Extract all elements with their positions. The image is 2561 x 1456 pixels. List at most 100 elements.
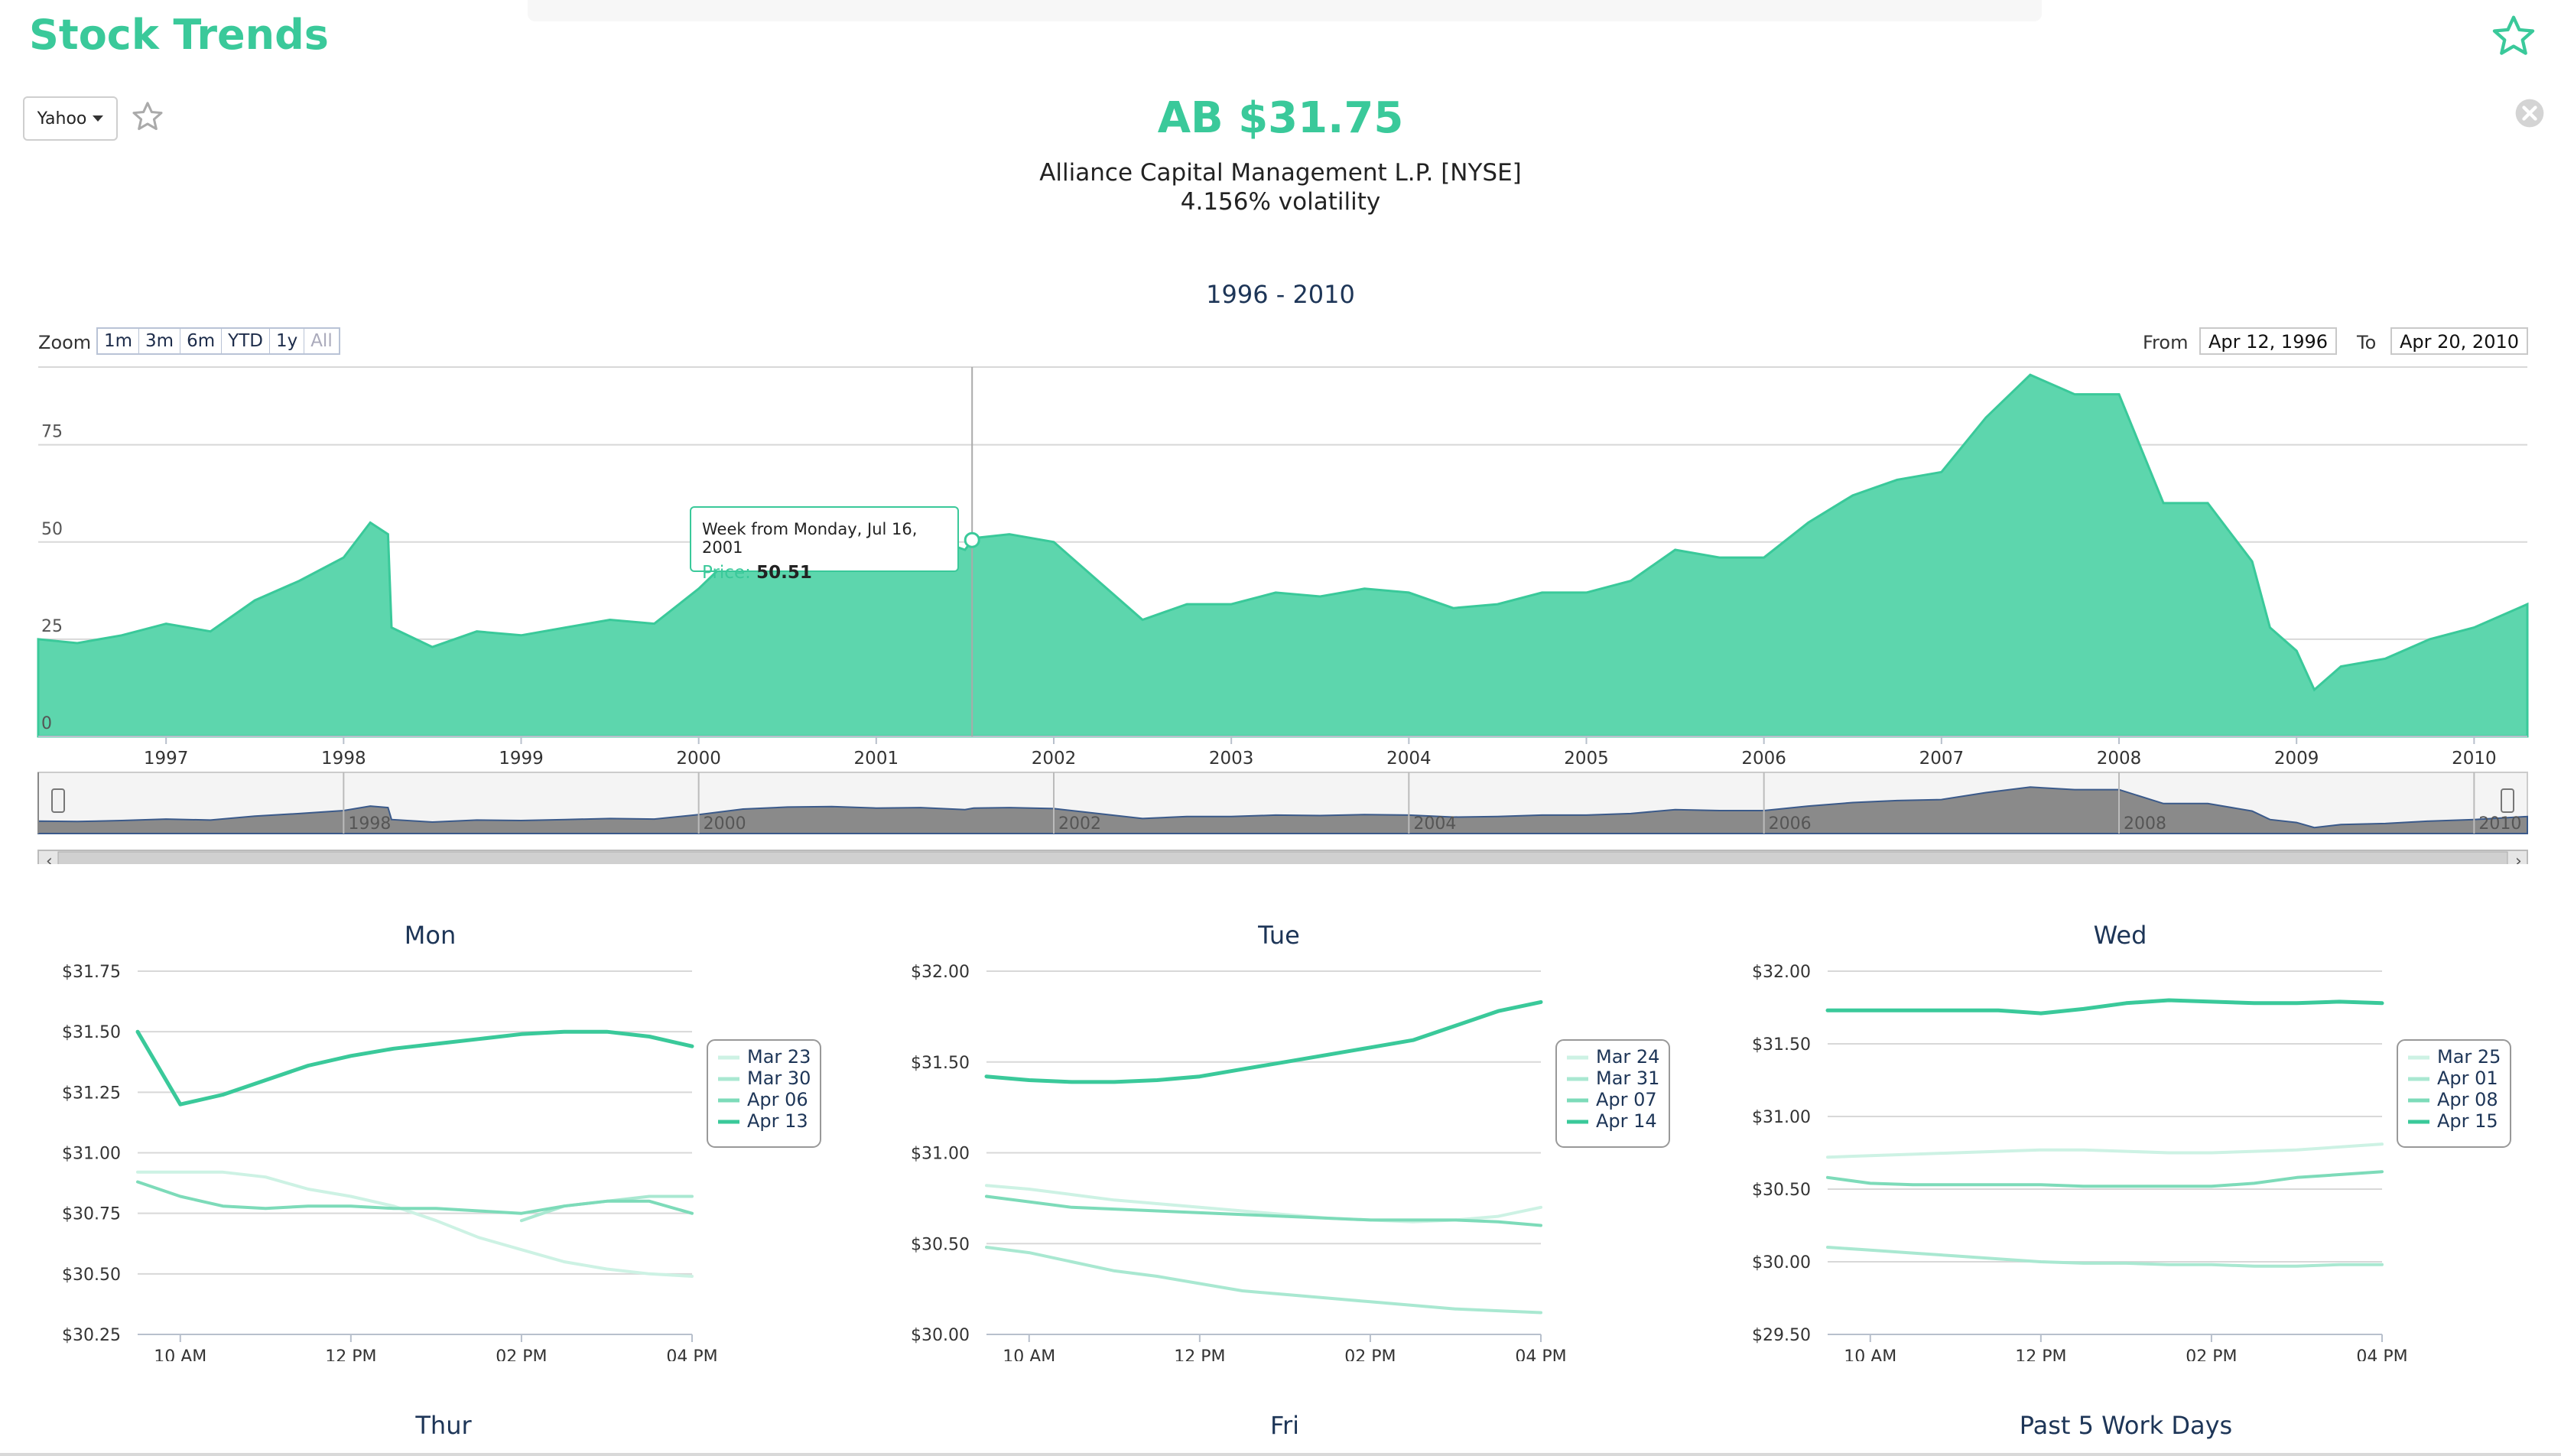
- source-dropdown-button[interactable]: Yahoo: [23, 96, 118, 141]
- navigator-handle[interactable]: [51, 788, 65, 813]
- legend-item-label[interactable]: Mar 25: [2437, 1046, 2501, 1068]
- legend-item-label[interactable]: Apr 01: [2437, 1068, 2498, 1089]
- tue-chart[interactable]: Tue $32.00 $31.50 $31.00 $30.50 $30.00 10 AM 12…: [849, 910, 1698, 1361]
- stock-volatility: 4.156% volatility: [1180, 188, 1381, 216]
- y-tick-label: 50: [41, 520, 63, 539]
- navigator-tick-label: 2006: [1769, 814, 1812, 834]
- price-tooltip: Week from Monday, Jul 16, 2001 Price: 50…: [690, 506, 959, 583]
- navigator-tick-label: 1998: [348, 814, 391, 834]
- x-tick-label: 12 PM: [2015, 1347, 2066, 1361]
- scrollbar-arrow-icon[interactable]: ›: [2515, 852, 2522, 864]
- series-line[interactable]: [1826, 1142, 2384, 1159]
- y-tick-label: 75: [41, 423, 63, 442]
- legend-item-label[interactable]: Apr 15: [2437, 1110, 2498, 1132]
- series-line[interactable]: [985, 1246, 1542, 1315]
- top-strip: [528, 0, 2042, 21]
- source-dropdown-label: Yahoo: [37, 109, 87, 128]
- hover-point: [964, 531, 980, 548]
- scrollbar-arrow-icon[interactable]: ‹: [46, 852, 53, 864]
- x-tick-label: 1999: [499, 749, 544, 769]
- y-tick-label: $31.00: [62, 1145, 121, 1164]
- zoom-button-ytd[interactable]: YTD: [222, 329, 270, 353]
- close-circle-icon[interactable]: [2514, 98, 2545, 132]
- x-tick-label: 10 AM: [1844, 1347, 1896, 1361]
- series-line[interactable]: [1826, 1170, 2384, 1188]
- favorite-stock-star-icon[interactable]: [130, 99, 165, 138]
- series-line[interactable]: [1825, 998, 2384, 1016]
- favorite-star-icon[interactable]: [2489, 12, 2538, 64]
- navigator-tick-label: 2002: [1058, 814, 1101, 834]
- x-tick-label: 04 PM: [2356, 1347, 2407, 1361]
- zoom-label: Zoom: [38, 332, 92, 353]
- y-tick-label: $31.00: [1752, 1108, 1811, 1127]
- legend-item-label[interactable]: Mar 23: [747, 1046, 811, 1068]
- x-tick-label: 12 PM: [1174, 1347, 1225, 1361]
- y-tick-label: $31.50: [1752, 1035, 1811, 1055]
- x-tick-label: 1997: [144, 749, 189, 769]
- legend-item-label[interactable]: Apr 13: [747, 1110, 808, 1132]
- x-tick-label: 1998: [321, 749, 366, 769]
- from-date-input[interactable]: Apr 12, 1996: [2199, 327, 2337, 355]
- y-tick-label: $32.00: [1752, 963, 1811, 982]
- x-tick-label: 02 PM: [496, 1347, 547, 1361]
- zoom-button-all[interactable]: All: [304, 329, 339, 353]
- zoom-button-3m[interactable]: 3m: [139, 329, 181, 353]
- y-tick-label: 25: [41, 617, 63, 636]
- tooltip-price-value: 50.51: [756, 563, 812, 583]
- y-tick-label: $30.50: [911, 1235, 970, 1254]
- x-tick-label: 2001: [854, 749, 899, 769]
- main-price-chart[interactable]: 0 25 50 75 1997 1998 1999 2000 2001 2002 2003 2004 2…: [0, 359, 2561, 864]
- zoom-button-1y[interactable]: 1y: [269, 329, 305, 353]
- x-tick-label: 10 AM: [154, 1347, 206, 1361]
- y-tick-label: $30.50: [1752, 1181, 1811, 1200]
- x-tick-label: 2000: [676, 749, 721, 769]
- navigator-tick-label: 2010: [2478, 814, 2521, 834]
- main-chart-title: 1996 - 2010: [1206, 280, 1355, 309]
- navigator-handle[interactable]: [2501, 788, 2514, 813]
- series-line[interactable]: [1826, 1246, 2384, 1268]
- caret-down-icon: [93, 115, 104, 122]
- x-tick-label: 2010: [2452, 749, 2497, 769]
- legend-item-label[interactable]: Apr 07: [1596, 1089, 1657, 1110]
- series-line[interactable]: [136, 1170, 694, 1278]
- x-tick-label: 2009: [2274, 749, 2319, 769]
- thur-chart-title: Thur: [415, 1411, 472, 1440]
- x-tick-label: 02 PM: [2186, 1347, 2237, 1361]
- navigator-tick-label: 2000: [704, 814, 746, 834]
- zoom-button-6m[interactable]: 6m: [180, 329, 223, 353]
- x-tick-label: 12 PM: [325, 1347, 376, 1361]
- legend-item-label[interactable]: Apr 06: [747, 1089, 808, 1110]
- series-line[interactable]: [985, 1194, 1542, 1227]
- x-tick-label: 2003: [1209, 749, 1254, 769]
- price-area-series[interactable]: [37, 373, 2529, 738]
- y-tick-label: $30.25: [62, 1326, 121, 1345]
- bottom-divider: [0, 1453, 2561, 1456]
- legend-item-label[interactable]: Apr 14: [1596, 1110, 1657, 1132]
- x-tick-label: 2006: [1741, 749, 1786, 769]
- wed-chart[interactable]: Wed $32.00 $31.50 $31.00 $30.50 $30.00 $29.50 1…: [1690, 910, 2539, 1361]
- legend-item-label[interactable]: Mar 31: [1596, 1068, 1659, 1089]
- to-date-input[interactable]: Apr 20, 2010: [2390, 327, 2528, 355]
- stock-headline: AB $31.75: [1157, 93, 1404, 143]
- x-tick-label: 2002: [1032, 749, 1077, 769]
- scrollbar-thumb[interactable]: [57, 851, 2508, 864]
- y-tick-label: $32.00: [911, 963, 970, 982]
- chart-title: Wed: [2094, 921, 2147, 950]
- fri-chart-title: Fri: [1269, 1411, 1300, 1440]
- legend-item-label[interactable]: Mar 24: [1596, 1046, 1659, 1068]
- zoom-button-1m[interactable]: 1m: [98, 329, 140, 353]
- series-line[interactable]: [984, 999, 1543, 1084]
- series-line[interactable]: [135, 1029, 694, 1107]
- zoom-button-group: 1m 3m 6m YTD 1y All: [96, 327, 340, 355]
- y-tick-label: $30.00: [1752, 1253, 1811, 1272]
- x-tick-label: 2008: [2097, 749, 2142, 769]
- y-tick-label: $31.00: [911, 1145, 970, 1164]
- mon-chart[interactable]: Mon $31.75 $31.50 $31.25 $31.00 $30.75 $30.50 $…: [0, 910, 849, 1361]
- series-line[interactable]: [136, 1180, 694, 1215]
- legend-item-label[interactable]: Apr 08: [2437, 1089, 2498, 1110]
- tooltip-price-label: Price:: [702, 563, 751, 583]
- chart-title: Mon: [405, 921, 456, 950]
- y-tick-label: $31.75: [62, 963, 121, 982]
- legend-item-label[interactable]: Mar 30: [747, 1068, 811, 1089]
- past-5-days-chart-title: Past 5 Work Days: [2019, 1411, 2233, 1440]
